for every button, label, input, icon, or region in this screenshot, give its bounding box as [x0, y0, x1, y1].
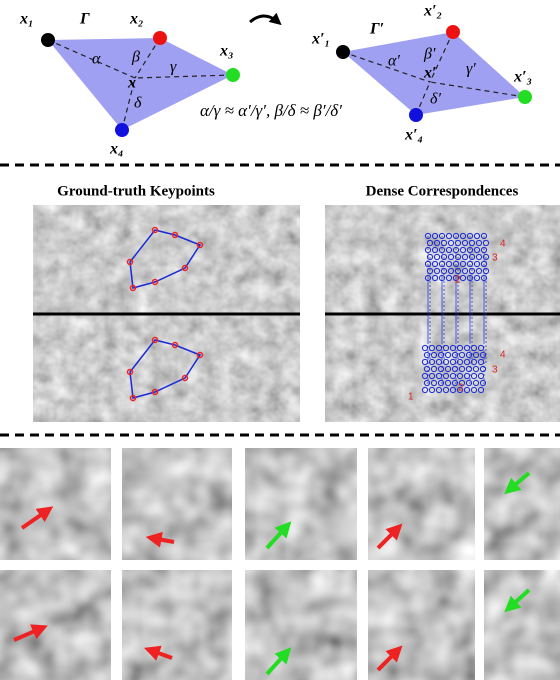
point-label: 1: [408, 392, 414, 403]
vertex: [409, 108, 423, 122]
patch: [0, 448, 111, 560]
relation: α/γ ≈ α′/γ′, β/δ ≈ β′/δ′: [200, 101, 342, 120]
angle-label: γ: [170, 59, 177, 76]
point-label: 3: [492, 365, 498, 376]
patches: [0, 448, 560, 680]
patch: [245, 570, 357, 680]
patch: [484, 570, 560, 680]
vertex-label: x₁: [19, 11, 34, 28]
vertex: [153, 31, 167, 45]
angle-label: β: [131, 49, 140, 66]
point-label: 2: [458, 383, 464, 394]
patch: [484, 448, 560, 560]
vertex: [336, 45, 350, 59]
vertex-label: x₄: [109, 141, 124, 158]
boundary-label: Γ′: [369, 21, 384, 38]
vertex: [115, 123, 129, 137]
point-label: 4: [500, 350, 506, 361]
angle-label: α: [92, 51, 101, 68]
angle-label: γ′: [466, 61, 476, 78]
vertex-label: x′₂: [423, 3, 442, 20]
angle-label: β′: [423, 46, 436, 63]
patch: [122, 448, 232, 560]
patch: [0, 570, 111, 680]
vertex: [518, 90, 532, 104]
vertex: [41, 33, 55, 47]
patch: [122, 570, 232, 680]
vertex-label: x′₃: [513, 69, 532, 86]
panel-title: Ground-truth Keypoints: [57, 183, 215, 199]
center-label: x′: [423, 65, 437, 82]
vertex-label: x′₄: [404, 127, 423, 144]
point-label: 4: [500, 239, 506, 250]
point-label: 3: [492, 253, 498, 264]
patch: [245, 448, 357, 560]
center-label: x: [127, 75, 136, 92]
point-label: 2: [455, 275, 461, 286]
panel-title: Dense Correspondences: [366, 183, 519, 199]
vertex-label: x₃: [219, 43, 234, 60]
angle-label: δ: [134, 95, 142, 112]
boundary-label: Γ: [79, 11, 90, 28]
vertex: [226, 68, 240, 82]
vertex-label: x₂: [129, 11, 144, 28]
transform-arrow: [250, 16, 278, 22]
figure: x₁ x₂ x₃ x₄ Γ x α β γ δ x′₁ x′₂ x′₃ x′₄ …: [0, 0, 560, 680]
angle-label: α′: [388, 53, 400, 70]
vertex: [446, 25, 460, 39]
angle-label: δ′: [430, 91, 441, 108]
vertex-label: x′₁: [311, 31, 330, 48]
